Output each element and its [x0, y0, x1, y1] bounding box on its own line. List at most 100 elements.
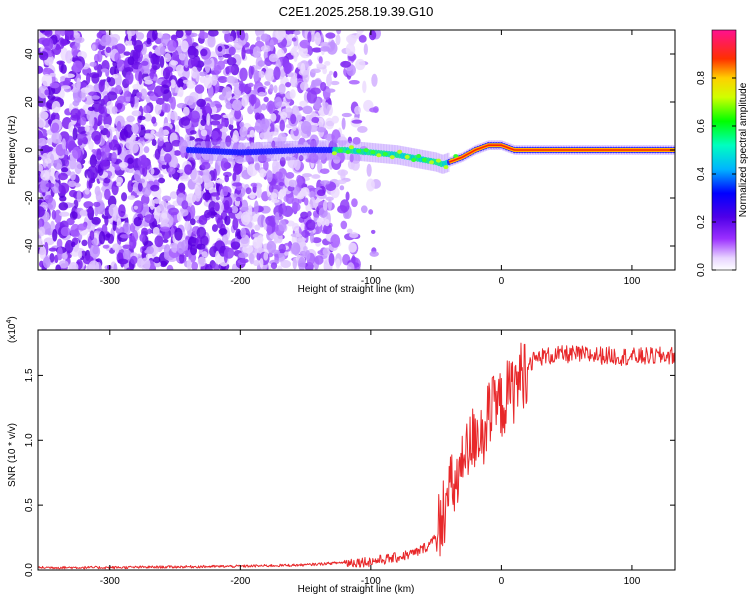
spectrogram-cell	[151, 30, 158, 41]
ridge-peak-line	[448, 144, 675, 163]
spectrogram-cell	[93, 201, 101, 208]
spectrogram-cell	[44, 194, 54, 204]
spectrogram-cell	[203, 59, 212, 65]
spectrogram-cell	[310, 34, 316, 43]
spectrogram-cell	[211, 113, 222, 121]
spectrogram-cell	[199, 30, 205, 39]
spectrogram-cell	[150, 167, 155, 175]
spectrogram-cell	[47, 138, 53, 146]
spectrogram-cell	[87, 106, 95, 111]
spectrogram-cell	[252, 46, 261, 58]
ridge-highlight	[331, 151, 337, 156]
spectrogram-cell	[301, 229, 310, 238]
spectrogram-cell	[84, 187, 90, 195]
spectrogram-cell	[96, 227, 103, 232]
spectrogram-cell	[211, 224, 218, 232]
spectrogram-cell	[293, 30, 301, 36]
spectrogram-cell	[284, 30, 296, 35]
spectrogram-cell	[210, 101, 216, 108]
spectrogram-cell	[325, 120, 335, 127]
ridge-highlight	[443, 165, 449, 170]
spectrogram-cell	[319, 168, 330, 174]
spectrogram-cell	[249, 129, 255, 138]
spectrogram-cell	[239, 258, 249, 264]
spectrogram-cell	[137, 155, 148, 169]
spectrogram-cell	[94, 185, 101, 196]
spectrogram-cell	[106, 101, 114, 109]
spectrogram-cell	[314, 255, 324, 265]
spectrogram-cell	[159, 55, 165, 68]
spectrogram-cell	[346, 34, 358, 44]
spectrogram-cell	[260, 33, 270, 42]
spectrogram-cell	[185, 193, 197, 204]
spectrogram-cell	[291, 37, 297, 42]
spectrogram-cell	[309, 190, 315, 199]
spectrogram-cell	[224, 174, 230, 183]
spectrogram-cell	[319, 180, 331, 185]
spectrogram-cell	[51, 132, 62, 144]
spectrogram-cell	[345, 191, 350, 201]
spectrogram-cell	[164, 66, 174, 73]
spectrogram-cell	[316, 217, 322, 227]
spectrogram-cell	[238, 83, 248, 92]
spectrogram-cell	[38, 260, 44, 268]
spectrogram-cell	[195, 70, 200, 83]
spectrogram-cell	[98, 79, 105, 93]
spectrogram-cell	[214, 179, 225, 184]
spectrogram-cell	[263, 251, 269, 261]
spectrogram-cell	[49, 82, 60, 89]
spectrogram-cell	[300, 211, 309, 220]
spectrogram-cell	[287, 33, 294, 40]
spectrogram-cell	[320, 81, 327, 92]
spectrogram-cell	[300, 187, 310, 197]
spectrogram-cell	[285, 172, 295, 179]
spectrogram-cell	[330, 80, 340, 86]
spectrogram-cell	[362, 80, 367, 94]
spectrogram-cell	[61, 167, 69, 173]
spectrogram-cell	[303, 141, 309, 149]
spectrogram-cell	[278, 181, 285, 187]
spectrogram-cell	[149, 70, 155, 80]
spectrogram-cell	[140, 257, 151, 270]
spectrogram-cell	[296, 237, 307, 242]
spectrogram-cell	[49, 252, 55, 263]
spectrogram-cell	[153, 198, 161, 204]
spectrogram-cell	[333, 71, 338, 78]
spectrogram-cell	[64, 77, 71, 83]
spectrogram-cell	[44, 158, 52, 164]
spectrogram-cell	[278, 83, 286, 95]
spectrogram-cell	[47, 94, 56, 101]
spectrogram-cell	[41, 74, 53, 87]
spectrogram-cell	[89, 244, 101, 259]
spectrogram-cell	[303, 245, 308, 252]
spectrogram-cell	[180, 116, 191, 127]
spectrogram-cell	[52, 228, 58, 242]
colorbar-gradient	[711, 29, 737, 271]
spectrogram-cell	[204, 209, 212, 219]
snr-panel: -300 -200 -100 0 100 0.0 0.5 1.0 1.5 Height of …	[6, 316, 676, 595]
spectrogram-cell	[61, 252, 68, 260]
spectrogram-cell	[60, 63, 67, 74]
spectrogram-cell	[77, 126, 88, 134]
spectrogram-cell	[89, 154, 98, 168]
spectrogram-cell	[305, 114, 312, 122]
spectrogram-noise-cells	[38, 30, 382, 270]
spectrogram-cell	[254, 162, 261, 171]
spectrogram-cell	[168, 97, 174, 104]
spectrogram-cell	[162, 141, 173, 153]
spectrogram-cell	[38, 156, 42, 161]
spectrogram-cell	[311, 237, 322, 244]
spectrogram-cell	[86, 220, 92, 230]
spectrogram-cell	[163, 153, 172, 164]
figure-title: C2E1.2025.258.19.39.G10	[279, 4, 434, 19]
spectrogram-cell	[66, 217, 75, 226]
spectrogram-cell	[125, 71, 134, 85]
spectrogram-cell	[194, 137, 204, 143]
spectrogram-cell	[120, 128, 129, 140]
spectrogram-cell	[78, 250, 83, 259]
y-tick-label: -20	[24, 190, 35, 205]
spectrogram-cell	[159, 200, 168, 213]
spectrogram-cell	[227, 35, 234, 43]
spectrogram-cell	[322, 223, 333, 235]
